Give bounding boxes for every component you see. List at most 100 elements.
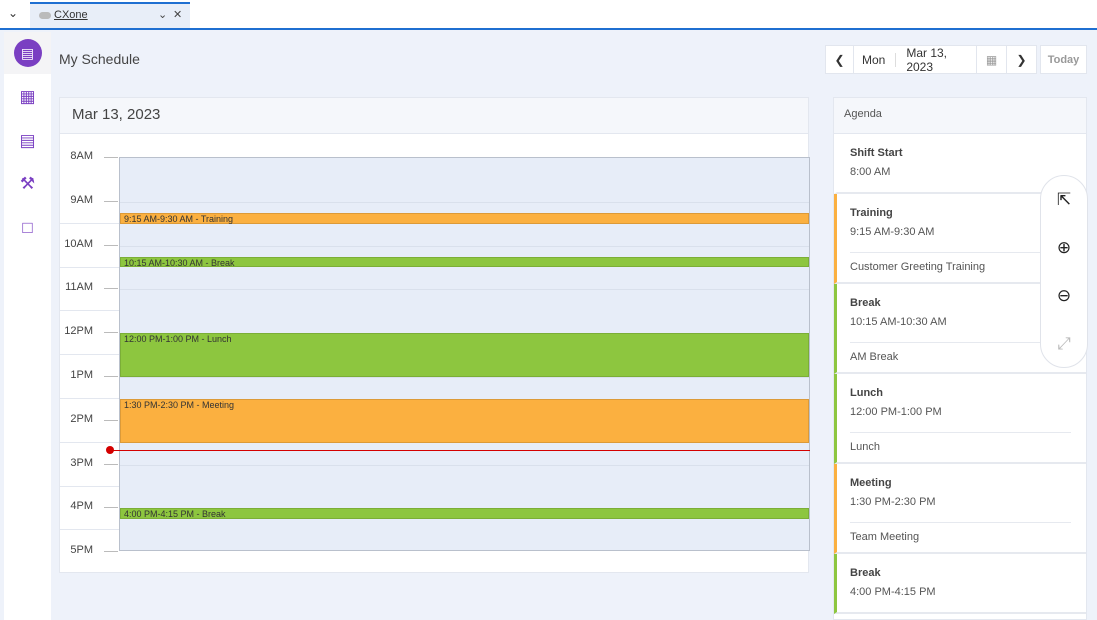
tab-bar: ⌄ CXone ⌄ ✕ xyxy=(0,0,1097,30)
chevron-right-icon: ❯ xyxy=(1016,52,1027,67)
row-divider xyxy=(60,266,119,268)
calendar-picker-button[interactable]: ▦ xyxy=(976,45,1007,74)
calendar-icon: ▦ xyxy=(985,52,998,67)
tab-cxone[interactable]: CXone ⌄ ✕ xyxy=(30,2,190,28)
chevron-down-icon[interactable]: ⌄ xyxy=(158,9,168,21)
sidebar-item-my-schedule[interactable]: ▤ xyxy=(4,32,51,74)
calendar-icon: ▦ xyxy=(19,87,36,106)
agenda-item-title: Training xyxy=(850,207,893,219)
calendar-date-heading: Mar 13, 2023 xyxy=(60,98,808,134)
hour-label: 12PM xyxy=(64,325,93,338)
sidebar: ▤ ▦ ▤ ⚒ □ xyxy=(4,32,51,620)
hour-gridline xyxy=(120,245,809,247)
hour-tick xyxy=(104,419,118,421)
row-divider xyxy=(60,398,119,399)
next-day-button[interactable]: ❯ xyxy=(1006,45,1037,74)
hour-tick xyxy=(104,332,118,334)
agenda-item-description: Customer Greeting Training xyxy=(850,252,1071,282)
sidebar-item-coaching[interactable]: □ xyxy=(4,208,51,248)
day-label: Mon xyxy=(862,52,886,67)
day-calendar: Mar 13, 2023 8AM 9AM 10AM 11AM 12PM 1PM … xyxy=(59,97,810,573)
fit-icon[interactable]: ⤢ xyxy=(1057,334,1071,353)
agenda-item-time: 4:00 PM-4:15 PM xyxy=(850,586,936,598)
gavel-icon: ⚒ xyxy=(19,174,36,193)
date-label: Mar 13, 2023 xyxy=(906,45,948,74)
prev-day-button[interactable]: ❮ xyxy=(825,45,854,74)
row-divider xyxy=(60,529,119,531)
date-display[interactable]: Mon Mar 13, 2023 xyxy=(853,45,977,74)
presentation-icon: □ xyxy=(22,218,33,237)
row-divider xyxy=(60,310,119,312)
today-label: Today xyxy=(1047,53,1080,66)
hour-tick xyxy=(104,551,118,553)
agenda-item-time: 8:00 AM xyxy=(850,166,891,178)
event-label: 9:15 AM-9:30 AM - Training xyxy=(124,213,234,224)
agenda-item-time: 10:15 AM-10:30 AM xyxy=(850,316,947,328)
agenda-item-description: Lunch xyxy=(850,432,1071,462)
agenda-item-time: 12:00 PM-1:00 PM xyxy=(850,406,942,418)
hour-gridline xyxy=(120,289,809,291)
agenda-item-title: Shift Start xyxy=(850,147,903,159)
schedule-event[interactable]: 1:30 PM-2:30 PM - Meeting xyxy=(120,398,809,443)
hour-tick xyxy=(104,288,118,290)
agenda-item[interactable]: Lunch 12:00 PM-1:00 PM Lunch xyxy=(834,374,1086,464)
hour-tick xyxy=(104,376,118,377)
agenda-item[interactable]: Meeting 1:30 PM-2:30 PM Team Meeting xyxy=(834,464,1086,554)
sidebar-item-requests[interactable]: ▤ xyxy=(4,121,51,161)
hour-label: 10AM xyxy=(64,237,93,250)
hour-gridline xyxy=(120,201,809,203)
schedule-event[interactable]: 12:00 PM-1:00 PM - Lunch xyxy=(120,333,809,377)
schedule-grid: 9:15 AM-9:30 AM - Training 10:15 AM-10:30… xyxy=(119,157,810,551)
hour-label: 3PM xyxy=(70,456,93,469)
chevron-left-icon: ❮ xyxy=(834,52,845,67)
hour-tick xyxy=(104,463,118,465)
zoom-controls: ⇱ ⊕ ⊖ ⤢ xyxy=(1040,175,1088,368)
agenda-item-title: Break xyxy=(850,297,881,309)
expand-icon[interactable]: ⇱ xyxy=(1056,190,1072,209)
agenda-item[interactable]: Shift Start 8:00 AM xyxy=(834,134,1086,194)
hour-label: 4PM xyxy=(70,500,93,513)
hour-label: 11AM xyxy=(65,281,93,294)
sidebar-item-rules[interactable]: ⚒ xyxy=(4,164,51,204)
zoom-in-icon[interactable]: ⊕ xyxy=(1056,238,1072,257)
event-label: 4:00 PM-4:15 PM - Break xyxy=(124,509,226,520)
agenda-title: Agenda xyxy=(834,98,1086,134)
row-divider xyxy=(60,354,119,356)
event-label: 1:30 PM-2:30 PM - Meeting xyxy=(124,399,235,410)
hour-label: 5PM xyxy=(70,544,93,557)
hour-label: 8AM xyxy=(70,150,93,162)
close-icon[interactable]: ✕ xyxy=(173,9,183,21)
hour-label: 1PM xyxy=(70,369,93,381)
hour-gridline xyxy=(120,377,809,378)
hour-label: 2PM xyxy=(70,412,93,425)
agenda-item[interactable]: Break 10:15 AM-10:30 AM AM Break xyxy=(834,284,1086,374)
row-divider xyxy=(60,441,119,443)
hour-tick xyxy=(104,157,118,158)
tab-label: CXone xyxy=(54,9,88,21)
schedule-event[interactable]: 9:15 AM-9:30 AM - Training xyxy=(120,212,809,224)
sidebar-item-calendar[interactable]: ▦ xyxy=(4,77,51,117)
row-divider xyxy=(60,485,119,487)
current-time-indicator xyxy=(106,445,810,454)
agenda-item-title: Lunch xyxy=(850,387,883,399)
hour-tick xyxy=(104,244,118,246)
agenda-item-time: 9:15 AM-9:30 AM xyxy=(850,226,935,238)
hour-tick xyxy=(104,507,118,509)
agenda-item-title: Meeting xyxy=(850,477,892,489)
hour-gridline xyxy=(120,464,809,466)
schedule-event[interactable]: 4:00 PM-4:15 PM - Break xyxy=(120,508,809,519)
clipboard-user-icon: ▤ xyxy=(19,131,36,150)
agenda-item[interactable]: Training 9:15 AM-9:30 AM Customer Greeti… xyxy=(834,194,1086,284)
tab-list-chevron-icon[interactable]: ⌄ xyxy=(8,6,19,20)
agenda-item-time: 1:30 PM-2:30 PM xyxy=(850,496,936,508)
schedule-event[interactable]: 10:15 AM-10:30 AM - Break xyxy=(120,256,809,268)
agenda-item-title: Break xyxy=(850,567,881,579)
row-divider xyxy=(60,222,119,224)
event-label: 12:00 PM-1:00 PM - Lunch xyxy=(124,334,232,345)
agenda-item[interactable]: Break 4:00 PM-4:15 PM xyxy=(834,554,1086,614)
today-button[interactable]: Today xyxy=(1040,45,1087,74)
zoom-out-icon[interactable]: ⊖ xyxy=(1056,286,1072,305)
event-label: 10:15 AM-10:30 AM - Break xyxy=(124,257,235,268)
hour-label: 9AM xyxy=(70,193,93,206)
my-schedule-icon: ▤ xyxy=(13,39,42,67)
